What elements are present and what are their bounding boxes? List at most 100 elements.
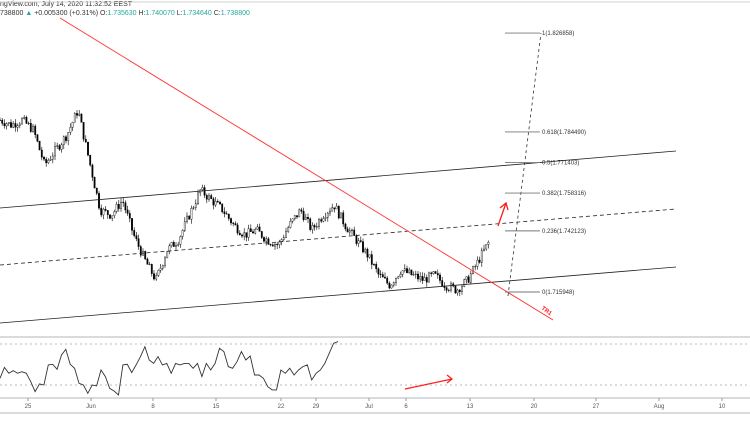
candle-body [397,276,400,279]
candle-body [54,146,56,157]
candle-body [340,212,342,219]
candle-body [377,268,380,275]
candle-body [351,229,353,231]
candle-body [311,225,314,230]
candle-body [155,275,158,280]
trendline-tr1[interactable] [59,17,554,321]
candles [0,110,490,297]
candle-body [230,218,232,224]
candle-body [232,222,235,224]
candle-body [276,244,279,246]
candle-body [210,195,213,199]
candle-body [318,219,320,227]
candle-body [269,244,272,246]
trendline-label: TR1 [540,306,553,318]
candle-body [245,232,248,238]
candle-body [267,238,270,245]
candle-body [124,202,127,211]
candle-body [102,208,105,216]
candle-body [445,287,448,291]
candle-body [234,223,237,226]
candle-body [335,205,338,210]
candle-body [450,283,452,291]
candle-body [157,270,160,276]
candle-body [87,141,89,156]
candle-body [430,272,433,274]
tick-label: 6 [404,404,408,410]
candle-body [78,113,81,116]
candle-body [300,209,303,212]
candle-body [146,258,149,265]
candle-body [175,245,177,247]
candle-body [373,264,375,266]
candle-body [47,160,50,164]
candle-body [49,159,52,161]
candle-body [27,122,30,124]
candle-body [60,144,63,150]
candle-body [168,245,171,252]
close-value: 1.738800 [220,10,250,17]
candle-body [221,203,224,213]
candle-body [485,244,488,250]
candle-body [1,119,4,124]
candle-body [401,270,404,275]
candle-body [458,289,461,292]
candle-body [406,268,408,273]
fibonacci-levels: 1(1.826858) 0.618(1.784490) 0.5(1.771403) 0… [505,31,586,296]
channel-upper-line[interactable] [0,150,677,209]
candle-body [439,274,441,281]
candle-body [109,214,111,219]
candle-body [201,187,204,191]
candle-body [366,248,369,258]
last-price: 738800 [0,10,24,17]
candle-body [216,201,219,203]
candle-body [329,210,331,214]
candle-body [298,209,301,218]
candle-body [159,267,162,271]
candle-body [212,198,215,206]
candle-body [16,125,19,128]
tick-label: 13 [467,404,474,410]
candle-body [23,117,26,119]
candle-body [353,229,356,236]
candle-body [40,149,43,158]
candle-body [29,122,32,132]
candle-body [32,125,34,132]
candle-body [307,217,309,219]
candle-body [386,277,389,284]
candle-body [256,226,259,230]
candle-body [7,122,10,124]
candle-body [100,207,103,216]
candle-body [126,209,129,214]
candle-body [260,231,263,238]
channel-mid-line[interactable] [0,208,677,266]
candle-body [135,235,138,239]
high-label: H: [138,10,146,17]
candle-body [428,272,430,283]
candle-body [104,208,107,211]
fib-projection-line[interactable] [507,32,542,297]
candle-body [192,207,195,209]
tick-label: 22 [278,404,285,410]
candle-body [150,264,153,274]
candle-body [337,205,340,219]
channel-lower-line[interactable] [0,266,677,324]
candle-body [282,237,285,240]
candle-body [197,192,199,204]
fib-level-label: 0.382(1.758316) [542,191,586,197]
tick-label: Jun [86,404,96,410]
candle-body [452,283,455,287]
candle-body [463,279,466,287]
candle-body [179,236,182,245]
tick-label: Jul [365,404,373,410]
candle-body [0,119,1,121]
candle-body [322,218,325,222]
candle-body [454,285,457,294]
candle-body [238,232,241,236]
candle-body [249,228,252,232]
candle-body [247,228,250,238]
candle-body [399,274,402,277]
low-value: 1.734640 [182,10,212,17]
candle-body [421,276,424,281]
